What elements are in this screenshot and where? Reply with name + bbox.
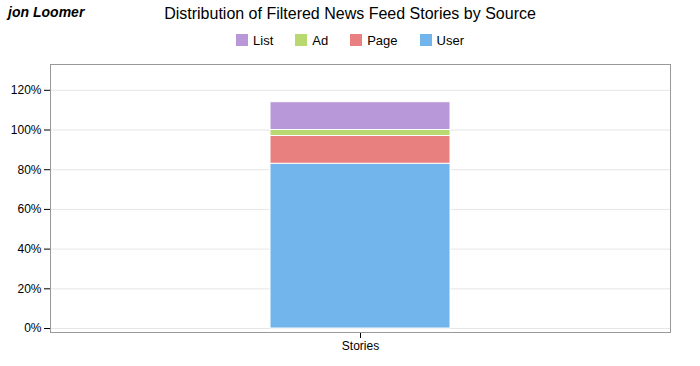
svg-text:100%: 100%: [11, 123, 42, 137]
svg-text:40%: 40%: [17, 242, 41, 256]
svg-text:120%: 120%: [11, 83, 42, 97]
svg-text:Stories: Stories: [342, 339, 379, 353]
html-text:User: User: [436, 32, 464, 48]
html-text:Distribution of Filtered News: Distribution of Filtered News Feed Stori…: [164, 5, 536, 22]
html-text:List: List: [253, 32, 274, 48]
svg-text:80%: 80%: [17, 163, 41, 177]
html-text:Ad: Ad: [312, 32, 329, 48]
svg-text:60%: 60%: [17, 202, 41, 216]
html-text:Page: Page: [367, 32, 398, 48]
svg-text:20%: 20%: [17, 282, 41, 296]
svg-text:0%: 0%: [24, 321, 42, 335]
html-text:jon Loomer: jon Loomer: [8, 4, 85, 20]
